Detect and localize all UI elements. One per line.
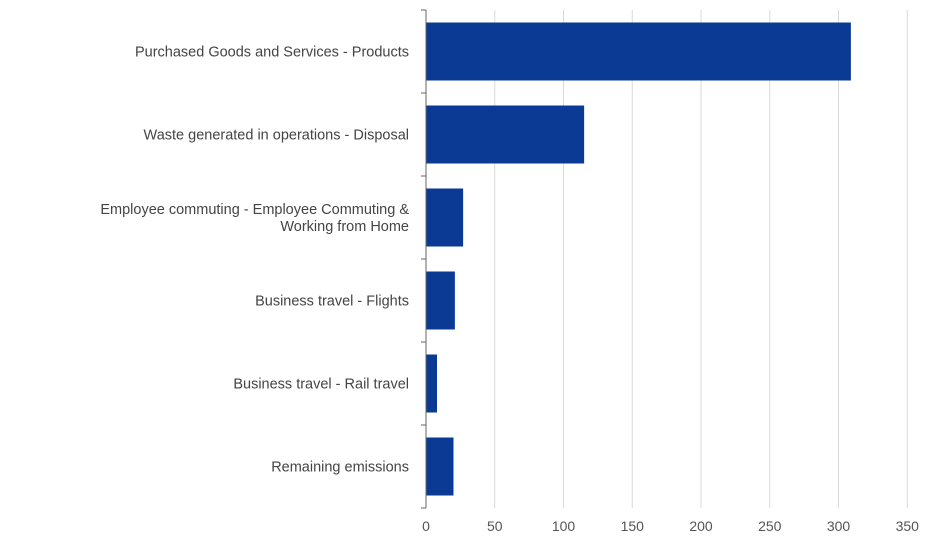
category-label: Business travel - Flights <box>255 294 409 310</box>
category-label-line: Purchased Goods and Services - Products <box>135 45 409 61</box>
x-tick-label: 50 <box>487 518 503 534</box>
x-tick-label: 0 <box>422 518 430 534</box>
x-tick-label: 300 <box>827 518 851 534</box>
category-label-line: Remaining emissions <box>271 460 409 476</box>
category-label-line: Working from Home <box>280 219 409 235</box>
category-label: Employee commuting - Employee Commuting … <box>100 202 409 235</box>
bar-4 <box>426 271 455 330</box>
bars <box>426 22 851 496</box>
category-label-line: Waste generated in operations - Disposal <box>144 128 409 144</box>
x-tick-label: 150 <box>621 518 645 534</box>
gridlines <box>494 10 908 508</box>
x-tick-label: 100 <box>552 518 576 534</box>
category-label: Waste generated in operations - Disposal <box>144 128 409 144</box>
x-tick-labels: 0 50 100 150 200 250 300 350 <box>422 518 919 534</box>
bar-6 <box>426 437 454 496</box>
category-label: Purchased Goods and Services - Products <box>135 45 409 61</box>
y-axis <box>421 9 427 509</box>
bar-5 <box>426 354 437 413</box>
bar-1 <box>426 22 851 81</box>
x-tick-label: 250 <box>758 518 782 534</box>
category-label: Remaining emissions <box>271 460 409 476</box>
x-tick-label: 350 <box>896 518 920 534</box>
category-label-line: Business travel - Flights <box>255 294 409 310</box>
category-labels: Purchased Goods and Services - Products W… <box>100 45 409 476</box>
category-label-line: Business travel - Rail travel <box>233 377 409 393</box>
x-tick-label: 200 <box>689 518 713 534</box>
bar-2 <box>426 105 585 164</box>
category-label: Business travel - Rail travel <box>233 377 409 393</box>
category-label-line: Employee commuting - Employee Commuting … <box>100 202 409 218</box>
bar-3 <box>426 188 464 247</box>
